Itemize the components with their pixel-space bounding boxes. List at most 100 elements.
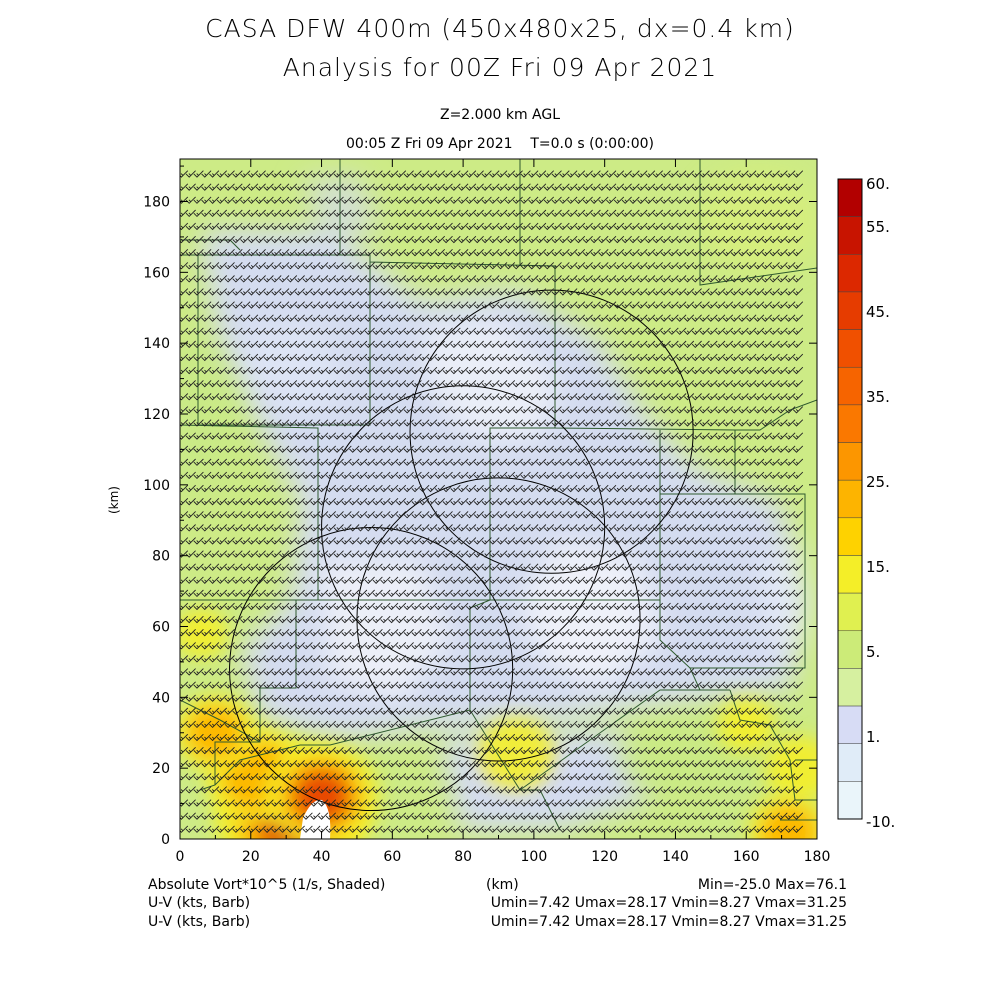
wind-barb <box>271 760 282 768</box>
wind-barb <box>419 668 430 676</box>
wind-barb <box>216 497 228 506</box>
wind-barb <box>444 838 445 839</box>
wind-barb <box>660 458 671 466</box>
wind-barb <box>683 458 695 466</box>
wind-barb <box>263 563 274 571</box>
wind-barb <box>395 602 407 611</box>
wind-barb <box>730 576 741 584</box>
wind-barb <box>247 642 259 650</box>
wind-barb <box>411 537 422 545</box>
wind-barb <box>232 550 243 558</box>
wind-barb <box>403 576 414 584</box>
wind-barb <box>180 733 189 742</box>
wind-barb <box>255 550 266 558</box>
wind-barb <box>302 589 313 598</box>
wind-barb <box>582 825 593 833</box>
wind-barb <box>286 432 298 440</box>
wind-barb <box>699 642 710 650</box>
wind-barb <box>481 537 492 545</box>
wind-barb <box>209 773 220 781</box>
wind-barb <box>201 746 212 755</box>
wind-barb <box>232 432 243 440</box>
wind-barb <box>520 746 531 755</box>
wind-barb <box>395 550 407 558</box>
wind-barb <box>403 746 414 755</box>
wind-barb <box>645 799 656 807</box>
wind-barb <box>761 694 773 702</box>
wind-barb <box>574 537 586 545</box>
wind-barb <box>318 484 329 493</box>
wind-barb <box>715 537 726 545</box>
wind-barb <box>621 615 632 624</box>
wind-barb <box>520 497 531 506</box>
wind-barb <box>247 432 259 440</box>
wind-barb <box>232 642 243 650</box>
wind-barb <box>722 707 734 715</box>
wind-barb <box>777 628 788 637</box>
wind-barb <box>528 642 539 650</box>
wind-barb <box>613 458 625 466</box>
wind-barb <box>427 760 438 768</box>
wind-barb <box>738 471 749 480</box>
wind-barb <box>699 511 710 519</box>
wind-barb <box>722 681 734 689</box>
wind-barb <box>708 838 710 839</box>
wind-barb <box>567 602 578 611</box>
wind-barb <box>372 812 383 820</box>
wind-barb <box>777 799 788 807</box>
wind-barb <box>224 799 235 807</box>
wind-barb <box>180 262 181 264</box>
wind-barb <box>341 484 352 493</box>
wind-barb <box>730 733 741 742</box>
wind-barb <box>458 484 469 493</box>
wind-barb <box>247 760 259 768</box>
wind-barb <box>294 668 305 676</box>
wind-barb <box>621 681 632 689</box>
wind-barb <box>434 445 446 453</box>
wind-barb <box>341 786 352 794</box>
wind-barb <box>356 733 368 742</box>
wind-barb <box>193 694 204 702</box>
wind-barb <box>302 825 313 833</box>
wind-barb <box>598 602 609 611</box>
wind-barb <box>683 746 695 755</box>
wind-barb <box>676 419 687 427</box>
wind-barb <box>481 615 492 624</box>
wind-barb <box>325 484 337 493</box>
wind-barb <box>761 628 773 637</box>
wind-barb <box>520 628 531 637</box>
wind-barb <box>458 773 469 781</box>
wind-barb <box>652 628 664 637</box>
wind-barb <box>574 524 586 532</box>
wind-barb <box>209 458 220 466</box>
wind-barb <box>411 707 422 715</box>
wind-barb <box>574 746 586 755</box>
wind-barb <box>193 668 204 676</box>
wind-barb <box>691 471 702 480</box>
wind-barb <box>325 524 337 532</box>
wind-barb <box>652 458 664 466</box>
wind-barb <box>722 825 734 833</box>
wind-barb <box>458 655 469 663</box>
wind-barb <box>271 799 282 807</box>
wind-barb <box>465 694 477 702</box>
wind-barb <box>473 733 484 742</box>
wind-barb <box>411 615 422 624</box>
wind-barb <box>738 773 749 781</box>
wind-barb <box>364 681 375 689</box>
wind-barb <box>676 602 687 611</box>
wind-barb <box>185 681 196 689</box>
wind-barb <box>551 746 562 755</box>
wind-barb <box>629 576 640 584</box>
wind-barb <box>559 799 570 807</box>
colorbar-label: 1. <box>866 728 880 746</box>
wind-barb <box>310 497 321 506</box>
wind-barb <box>660 707 671 715</box>
wind-barb <box>349 550 360 558</box>
wind-barb <box>691 642 702 650</box>
wind-barb <box>574 602 586 611</box>
wind-barb <box>761 760 773 768</box>
wind-barb <box>590 668 601 676</box>
wind-barb <box>442 720 453 729</box>
wind-barb <box>434 760 446 768</box>
